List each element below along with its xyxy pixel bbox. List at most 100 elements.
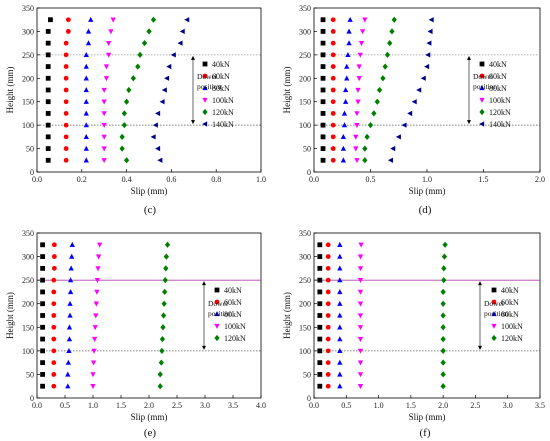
series-60kN — [330, 17, 336, 163]
data-point — [45, 146, 51, 151]
data-point — [106, 52, 112, 58]
x-tick-label: 0.0 — [32, 401, 42, 410]
data-point — [90, 360, 97, 366]
data-point — [354, 122, 360, 129]
data-point — [440, 347, 446, 354]
legend-label: 100kN — [224, 322, 246, 331]
y-tick-label: 0 — [307, 168, 311, 177]
legend-marker — [202, 73, 208, 79]
data-point — [330, 40, 336, 46]
data-point — [320, 99, 326, 105]
data-point — [177, 40, 183, 46]
data-point — [337, 371, 343, 377]
data-point — [317, 324, 323, 330]
y-tick-label: 0 — [307, 394, 311, 403]
y-tick-label: 300 — [22, 253, 34, 262]
data-point — [441, 253, 448, 260]
data-point — [155, 110, 161, 117]
data-point — [95, 254, 102, 260]
data-point — [362, 145, 368, 152]
data-point — [356, 76, 362, 82]
data-point — [337, 324, 343, 330]
data-point — [320, 111, 326, 116]
y-tick-label: 150 — [22, 98, 34, 107]
data-point — [353, 146, 359, 152]
x-tick-label: 2.5 — [172, 401, 182, 410]
data-point — [357, 254, 364, 260]
arrow-head-down — [191, 120, 195, 125]
data-point — [347, 16, 353, 22]
data-point — [320, 134, 326, 140]
data-point — [45, 64, 51, 69]
x-tick-label: 0.0 — [309, 175, 319, 184]
data-point — [442, 241, 448, 248]
y-tick-label: 100 — [22, 347, 34, 356]
data-point — [337, 265, 343, 271]
x-tick-label: 0.2 — [77, 175, 87, 184]
data-point — [362, 17, 368, 23]
legend-label: 60kN — [501, 298, 519, 307]
data-point — [93, 313, 99, 319]
annotation-text: Dowel — [197, 72, 217, 81]
data-point — [83, 157, 89, 163]
data-point — [337, 300, 343, 306]
data-point — [48, 17, 53, 23]
y-tick-label: 150 — [22, 323, 34, 332]
legend-label: 120kN — [224, 334, 246, 343]
data-point — [344, 75, 350, 81]
x-axis-label: Slip (mm) — [409, 412, 446, 422]
legend: 40kN 60kN 80kN 100kN 120kN — [214, 286, 246, 343]
series-40kN — [45, 17, 53, 163]
legend-marker — [479, 61, 485, 67]
data-point — [440, 324, 446, 331]
data-point — [51, 348, 57, 354]
data-point — [390, 145, 396, 152]
plot-frame — [313, 232, 541, 399]
legend-label: 40kN — [224, 286, 242, 295]
data-point — [67, 312, 73, 318]
data-point — [374, 98, 380, 105]
data-point — [416, 87, 422, 93]
data-point — [158, 359, 164, 366]
data-point — [163, 253, 169, 260]
data-point — [63, 122, 69, 128]
data-point — [51, 301, 57, 307]
data-point — [346, 28, 352, 34]
data-point — [119, 133, 125, 140]
data-point — [344, 63, 350, 69]
data-point — [63, 64, 69, 69]
legend-marker — [479, 85, 485, 91]
data-point — [330, 87, 336, 93]
series-40kN — [317, 242, 323, 389]
data-point — [427, 28, 433, 35]
panel-caption: (e) — [144, 427, 157, 439]
series-120kN — [157, 241, 171, 390]
data-point — [130, 75, 136, 82]
data-point — [424, 63, 430, 70]
y-tick-label: 300 — [22, 27, 34, 36]
data-point — [135, 63, 141, 70]
arrow-head-down — [202, 345, 206, 350]
data-point — [325, 289, 331, 295]
arrow-head-up — [202, 281, 206, 286]
data-point — [411, 99, 417, 105]
data-point — [425, 52, 431, 58]
data-point — [330, 64, 336, 69]
data-point — [65, 383, 71, 389]
data-point — [340, 133, 347, 140]
data-point — [121, 110, 127, 117]
y-tick-label: 150 — [299, 323, 311, 332]
data-point — [101, 122, 107, 129]
legend: 40kN 60kN 80kN 100kN 120kN 140kN — [479, 60, 511, 129]
data-point — [337, 241, 343, 247]
x-axis-label: Slip (mm) — [409, 186, 446, 196]
data-point — [40, 336, 45, 342]
data-point — [67, 300, 73, 306]
data-point — [40, 360, 45, 366]
x-tick-label: 0.4 — [122, 175, 132, 184]
legend-label: 80kN — [212, 84, 230, 93]
legend-marker — [479, 97, 485, 103]
y-tick-label: 0 — [30, 168, 34, 177]
series-60kN — [325, 242, 331, 389]
